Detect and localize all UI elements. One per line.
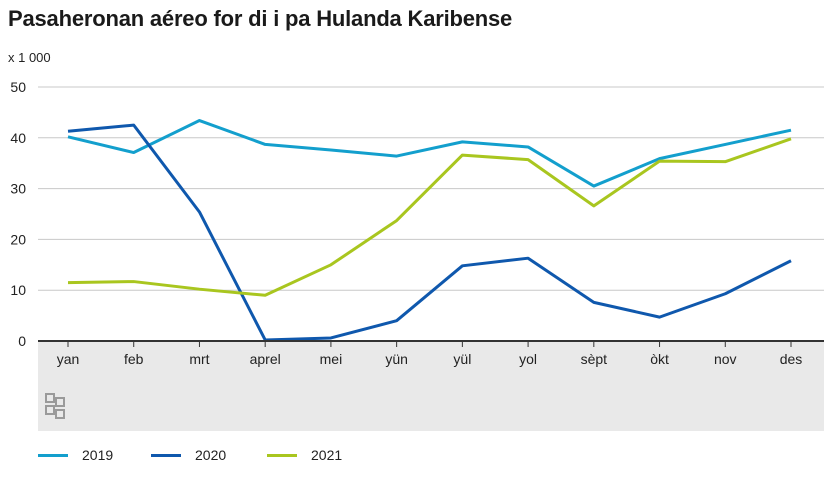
y-tick-label: 40	[10, 130, 26, 146]
cbs-logo-icon	[45, 393, 65, 419]
series-lines	[67, 119, 792, 342]
x-tick-label: yün	[385, 351, 408, 367]
x-tick-label: yan	[57, 351, 80, 367]
x-tick-label: feb	[124, 351, 144, 367]
legend-swatch	[267, 453, 297, 457]
x-tick-label: mei	[320, 351, 343, 367]
x-tick-label: des	[780, 351, 803, 367]
y-tick-label: 0	[18, 333, 26, 349]
chart-title: Pasaheronan aéreo for di i pa Hulanda Ka…	[8, 6, 513, 31]
x-tick-label: aprel	[250, 351, 281, 367]
x-axis-band	[38, 342, 824, 431]
legend-swatch	[151, 453, 181, 457]
x-tick-label: nov	[714, 351, 737, 367]
y-axis-ticks: 0 10 20 30 40 50	[10, 79, 26, 349]
series-line-2021	[67, 137, 792, 297]
legend-item-2021: 2021	[267, 447, 342, 463]
y-tick-label: 30	[10, 181, 26, 197]
gridlines	[38, 86, 824, 291]
legend-item-2020: 2020	[151, 447, 226, 463]
x-tick-label: yol	[519, 351, 537, 367]
series-line-2019	[67, 119, 792, 188]
y-tick-label: 10	[10, 282, 26, 298]
x-tick-label: sèpt	[581, 351, 608, 367]
x-tick-label: yül	[453, 351, 471, 367]
legend-label: 2020	[195, 447, 227, 463]
y-unit-label: x 1 000	[8, 50, 51, 65]
legend-item-2019: 2019	[38, 447, 113, 463]
y-tick-label: 50	[10, 79, 26, 95]
chart-legend: 2019 2020 2021	[0, 447, 830, 471]
x-tick-label: mrt	[189, 351, 209, 367]
y-tick-label: 20	[10, 231, 26, 247]
series-line-2020	[67, 123, 792, 342]
x-tick-label: òkt	[650, 351, 669, 367]
legend-label: 2021	[311, 447, 343, 463]
legend-swatch	[38, 453, 68, 457]
legend-label: 2019	[82, 447, 114, 463]
x-axis-ticks: yan feb mrt aprel mei yün yül yol sèpt òkt nov des	[57, 341, 803, 367]
